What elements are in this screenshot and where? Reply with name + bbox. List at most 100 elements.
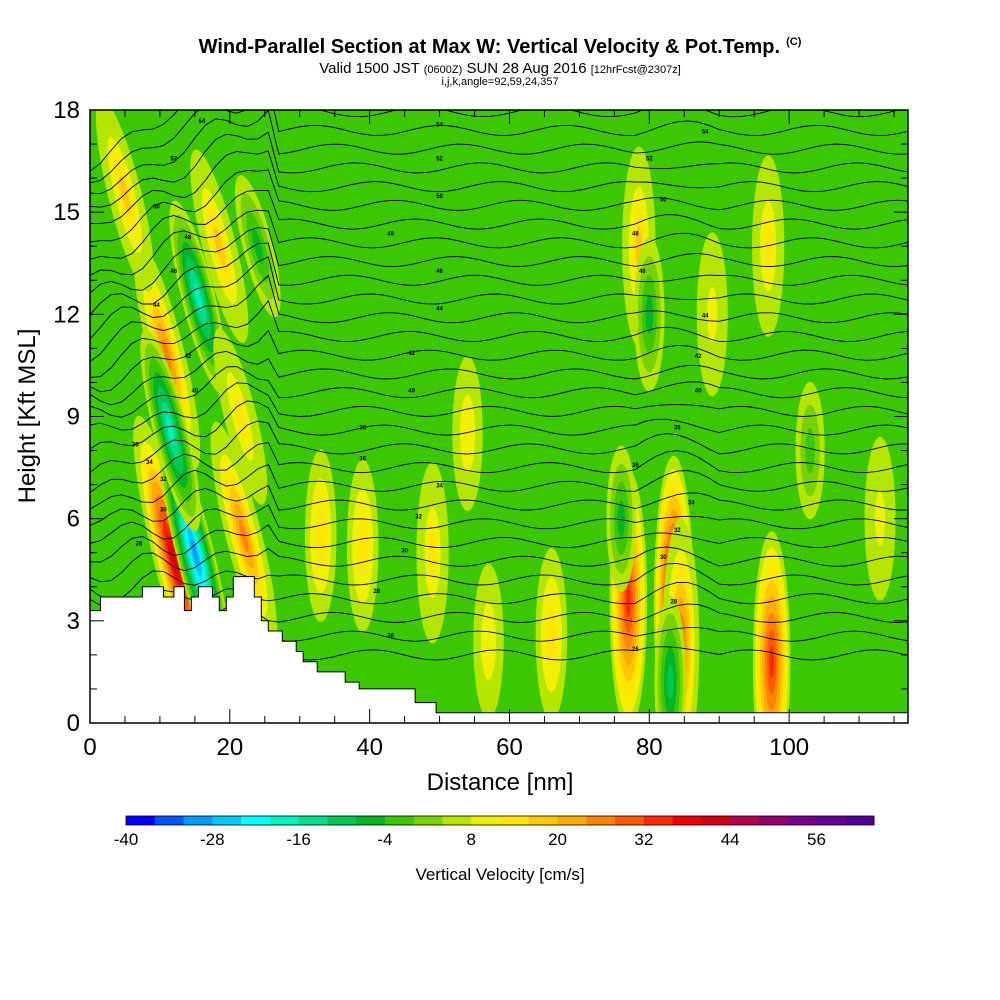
isentrope-line	[90, 442, 908, 494]
velocity-contour-band	[645, 294, 654, 334]
colorbar-swatch	[787, 816, 817, 825]
isentrope-label: 50	[660, 198, 667, 204]
isentrope-label: 52	[646, 157, 653, 163]
isentrope-label: 42	[695, 354, 702, 360]
velocity-cell	[606, 445, 637, 592]
isentrope-label: 34	[436, 484, 443, 490]
isentrope-label: 30	[660, 555, 667, 561]
velocity-contour-band	[667, 664, 674, 700]
isentrope-line	[90, 366, 908, 418]
velocity-contour-band	[428, 530, 437, 576]
velocity-contour-band	[233, 394, 248, 439]
colorbar-swatch	[298, 816, 328, 825]
isentrope-line	[90, 463, 908, 510]
isentrope-label: 44	[702, 313, 709, 319]
isentrope-label: 42	[408, 351, 415, 357]
colorbar-tick-label: 20	[548, 830, 567, 849]
isentrope-line	[90, 504, 908, 544]
velocity-cell	[752, 155, 785, 338]
velocity-cell	[210, 421, 278, 650]
velocity-contour-band	[357, 517, 368, 575]
colorbar-swatch	[126, 816, 156, 825]
isentrope-line	[90, 329, 908, 393]
velocity-contour-band	[764, 223, 773, 269]
x-tick-label: 40	[356, 734, 383, 761]
isentrope-line	[90, 242, 908, 316]
velocity-cell	[752, 531, 791, 723]
isentrope-label: 40	[695, 388, 702, 394]
colorbar-swatch	[845, 816, 875, 825]
colorbar-swatch	[816, 816, 846, 825]
y-tick-label: 15	[53, 199, 80, 226]
y-axis-label: Height [Kft MSL]	[14, 329, 41, 504]
velocity-field	[95, 110, 896, 723]
isentrope-label: 36	[132, 443, 139, 449]
colorbar-swatch	[183, 816, 213, 825]
colorbar-swatch	[471, 816, 501, 825]
y-tick-label: 9	[67, 404, 80, 431]
isentrope-line	[90, 562, 908, 602]
isentrope-line	[90, 420, 908, 474]
isentrope-label: 38	[359, 426, 366, 432]
isentrope-label: 28	[373, 589, 380, 595]
isentrope-line	[90, 400, 908, 450]
valid-time: Valid 1500 JST	[319, 60, 420, 77]
velocity-cell	[234, 175, 281, 318]
isentrope-label: 44	[436, 307, 443, 313]
velocity-cell	[535, 548, 568, 721]
velocity-contour-band	[239, 519, 249, 552]
colorbar-tick-label: 44	[721, 830, 740, 849]
isentrope-label: 54	[199, 119, 206, 125]
velocity-contour-band	[769, 645, 775, 678]
colorbar-swatch	[154, 816, 185, 825]
colorbar-swatch	[269, 816, 300, 825]
velocity-contour-band	[805, 427, 815, 474]
colorbar-swatch	[413, 816, 443, 825]
isentrope-line	[90, 546, 908, 583]
colorbar-swatch	[586, 816, 616, 825]
colorbar-swatch	[758, 816, 789, 825]
colorbar-tick-label: 32	[634, 830, 653, 849]
x-tick-label: 60	[496, 734, 523, 761]
colorbar-swatch	[500, 816, 530, 825]
velocity-cell	[304, 449, 337, 623]
isentropes	[90, 110, 908, 664]
isentrope-line	[90, 110, 908, 195]
chart-title-text: Wind-Parallel Section at Max W: Vertical…	[198, 36, 781, 58]
velocity-contour-band	[119, 175, 131, 215]
y-tick-label: 18	[53, 97, 80, 124]
isentrope-label: 34	[688, 501, 695, 507]
isentrope-label: 26	[632, 647, 639, 653]
x-axis-label: Distance [nm]	[427, 769, 574, 796]
valid-time-line: Valid 1500 JST (0600Z) SUN 28 Aug 2016 […	[0, 60, 1000, 77]
velocity-cell	[346, 459, 379, 633]
isentrope-line	[90, 582, 908, 619]
velocity-cell	[864, 436, 896, 601]
velocity-cell	[452, 355, 483, 512]
isentrope-label: 46	[639, 269, 646, 275]
colorbar-tick-label: 56	[807, 830, 826, 849]
isentrope-label: 44	[153, 303, 160, 309]
isentrope-label: 40	[408, 388, 415, 394]
isentrope-label: 48	[387, 232, 394, 238]
isentrope-line	[90, 131, 908, 208]
copyright-mark: (C)	[786, 36, 802, 49]
velocity-cell	[696, 232, 728, 397]
velocity-contour-band	[194, 283, 203, 312]
colorbar-swatch	[701, 816, 731, 825]
valid-utc: (0600Z)	[423, 64, 463, 76]
isentrope-label: 48	[632, 232, 639, 238]
velocity-contour-band	[707, 287, 718, 342]
isentrope-label: 36	[632, 463, 639, 469]
colorbar-swatch	[730, 816, 760, 825]
colorbar-swatch	[327, 816, 357, 825]
colorbar-swatch	[615, 816, 645, 825]
isentrope-label: 38	[674, 426, 681, 432]
isentrope-label: 30	[160, 507, 167, 513]
isentrope-line	[90, 382, 908, 431]
isentrope-label: 26	[387, 633, 394, 639]
colorbar-swatch	[643, 816, 674, 825]
isentrope-label: 42	[185, 354, 192, 360]
y-tick-label: 0	[67, 710, 80, 737]
